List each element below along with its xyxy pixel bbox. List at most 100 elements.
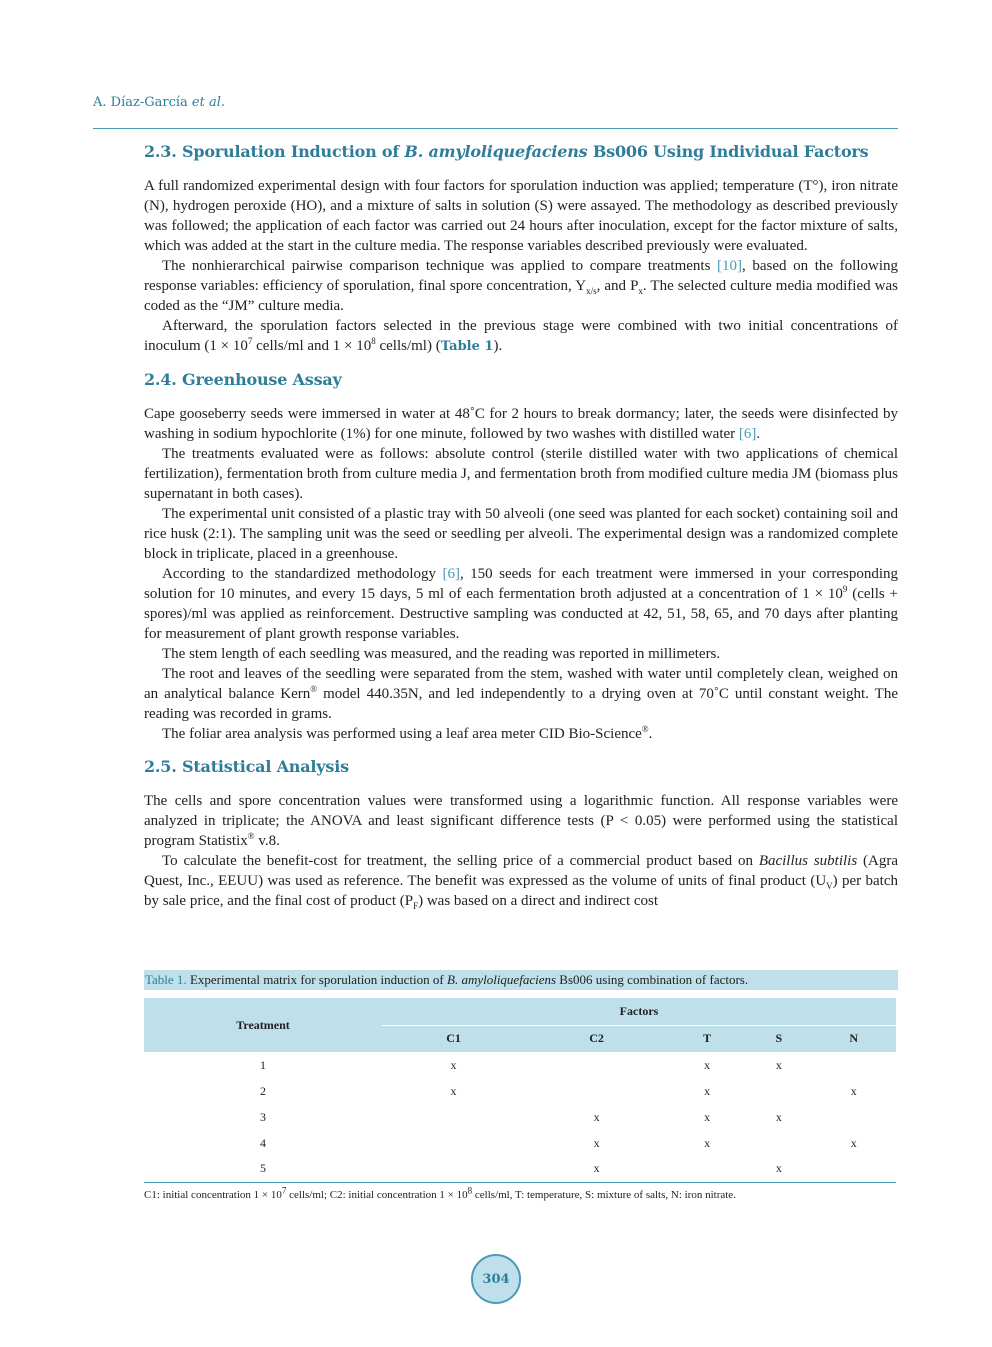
section-2-3: 2.3. Sporulation Induction of B. amyloli… [144, 140, 898, 357]
cell-s [746, 1130, 811, 1156]
cell-t [668, 1156, 747, 1183]
cell-n [811, 1156, 896, 1183]
species-name: Bacillus subtilis [758, 853, 858, 869]
text: , 150 seeds for each treatment were imme… [144, 566, 899, 602]
table-label: Table 1. [145, 972, 187, 987]
section-title-2-5: 2.5. Statistical Analysis [144, 757, 349, 776]
treatment-header: Treatment [144, 998, 382, 1052]
text: . The selected culture media modified wa… [144, 278, 898, 314]
text: Afterward, the sporulation factors selec… [144, 318, 898, 354]
text: The cells and spore concentration values… [144, 793, 898, 849]
table-row: 1 x x x [144, 1052, 896, 1078]
cell-c2: x [593, 1135, 600, 1150]
treatment-cell: 4 [260, 1135, 266, 1150]
text: C1: initial concentration 1 × 10 [144, 1189, 282, 1201]
citation-link[interactable]: [6] [738, 426, 757, 442]
citation-link[interactable]: [6] [442, 566, 460, 582]
column-header-c2: C2 [525, 1024, 669, 1052]
page-number: 304 [471, 1254, 521, 1304]
superscript: 7 [281, 1185, 287, 1196]
text: , based on the following response variab… [144, 258, 898, 294]
cell-t: x [704, 1109, 711, 1124]
paragraph: The cells and spore concentration values… [144, 791, 898, 851]
superscript: 9 [842, 584, 848, 594]
text: cells/ml) ( [375, 338, 441, 354]
paragraph: The root and leaves of the seedling were… [144, 664, 898, 724]
subscript: x/s [586, 286, 597, 296]
superscript: 8 [371, 336, 376, 346]
column-header-n: N [811, 1024, 896, 1052]
experimental-matrix-table: Treatment Factors C1 C2 T S N 1 x x x 2 … [144, 998, 896, 1183]
text: , and P [596, 278, 639, 294]
cell-s: x [775, 1109, 782, 1124]
table-footnote: C1: initial concentration 1 × 107 cells/… [144, 1185, 736, 1202]
treatment-cell: 3 [260, 1109, 266, 1124]
text: ). [493, 338, 503, 354]
cell-s: x [746, 1156, 812, 1183]
running-head-authors: A. Díaz-García [93, 95, 188, 110]
text: cells/ml, T: temperature, S: mixture of … [472, 1189, 736, 1201]
superscript: ® [641, 724, 649, 734]
table-caption: Table 1. Experimental matrix for sporula… [144, 970, 898, 990]
paragraph: The experimental unit consisted of a pla… [144, 506, 898, 562]
factors-header: Factors [382, 998, 896, 1026]
cell-c1 [382, 1104, 525, 1130]
paragraph: A full randomized experimental design wi… [144, 178, 898, 254]
cell-t: x [704, 1057, 711, 1072]
subscript: F [413, 901, 419, 911]
cell-s: x [775, 1057, 782, 1072]
paragraph: The treatments evaluated were as follows… [144, 446, 898, 502]
text: To calculate the benefit-cost for treatm… [162, 853, 759, 869]
paragraph: The stem length of each seedling was mea… [162, 646, 721, 662]
section-2-5: 2.5. Statistical Analysis The cells and … [144, 755, 898, 911]
treatment-cell: 5 [144, 1156, 382, 1183]
cell-t: x [704, 1083, 711, 1098]
cell-c1: x [450, 1057, 457, 1072]
text: (cells + spores)/ml was applied as reinf… [144, 586, 898, 642]
title-species: B. amyloliquefaciens [404, 142, 588, 161]
table-row: 3 x x x [144, 1104, 896, 1130]
column-header-c1: C1 [382, 1024, 526, 1052]
cell-n: x [850, 1083, 857, 1098]
title-text-end: Bs006 Using Individual Factors [587, 142, 869, 161]
paragraph: To calculate the benefit-cost for treatm… [144, 851, 898, 911]
paragraph: The foliar area analysis was performed u… [144, 724, 898, 744]
cell-n [811, 1052, 896, 1078]
subscript: x [638, 286, 643, 296]
text: Cape gooseberry seeds were immersed in w… [144, 406, 898, 442]
paragraph: Afterward, the sporulation factors selec… [144, 316, 898, 357]
table-row: 4 x x x [144, 1130, 896, 1156]
treatment-cell: 2 [260, 1083, 266, 1098]
cell-c2 [525, 1052, 668, 1078]
text: According to the standardized methodolog… [162, 566, 443, 582]
running-head: A. Díaz-García et al. [93, 95, 225, 110]
header-rule [93, 128, 898, 129]
text: cells/ml; C2: initial concentration 1 × … [286, 1189, 468, 1201]
text: The root and leaves of the seedling were… [144, 666, 898, 702]
caption-species: B. amyloliquefaciens [447, 972, 557, 987]
table-row: 2 x x x [144, 1078, 896, 1104]
cell-c2: x [525, 1156, 669, 1183]
column-header-s: S [746, 1024, 812, 1052]
paragraph: The nonhierarchical pairwise comparison … [144, 256, 898, 316]
column-header-t: T [668, 1024, 747, 1052]
main-content: 2.3. Sporulation Induction of B. amyloli… [144, 140, 898, 922]
cell-c1: x [450, 1083, 457, 1098]
citation-link[interactable]: [10] [717, 258, 743, 274]
section-title-2-4: 2.4. Greenhouse Assay [144, 370, 342, 389]
cell-c1 [382, 1130, 525, 1156]
superscript: 7 [247, 336, 253, 346]
cell-t: x [704, 1135, 711, 1150]
text: cells/ml and 1 × 10 [252, 338, 372, 354]
text: ) was based on a direct and indirect cos… [418, 893, 659, 909]
title-text: 2.3. Sporulation Induction of [144, 142, 405, 161]
text: v.8. [254, 833, 280, 849]
superscript: ® [310, 684, 318, 694]
text: . [648, 726, 653, 742]
caption-text-end: Bs006 using combination of factors. [556, 972, 749, 987]
table-reference-link[interactable]: Table 1 [440, 339, 494, 354]
superscript: 8 [467, 1185, 473, 1196]
running-head-etal: et al. [191, 95, 225, 110]
section-title-2-3: 2.3. Sporulation Induction of B. amyloli… [144, 140, 898, 164]
text: The nonhierarchical pairwise comparison … [162, 258, 718, 274]
